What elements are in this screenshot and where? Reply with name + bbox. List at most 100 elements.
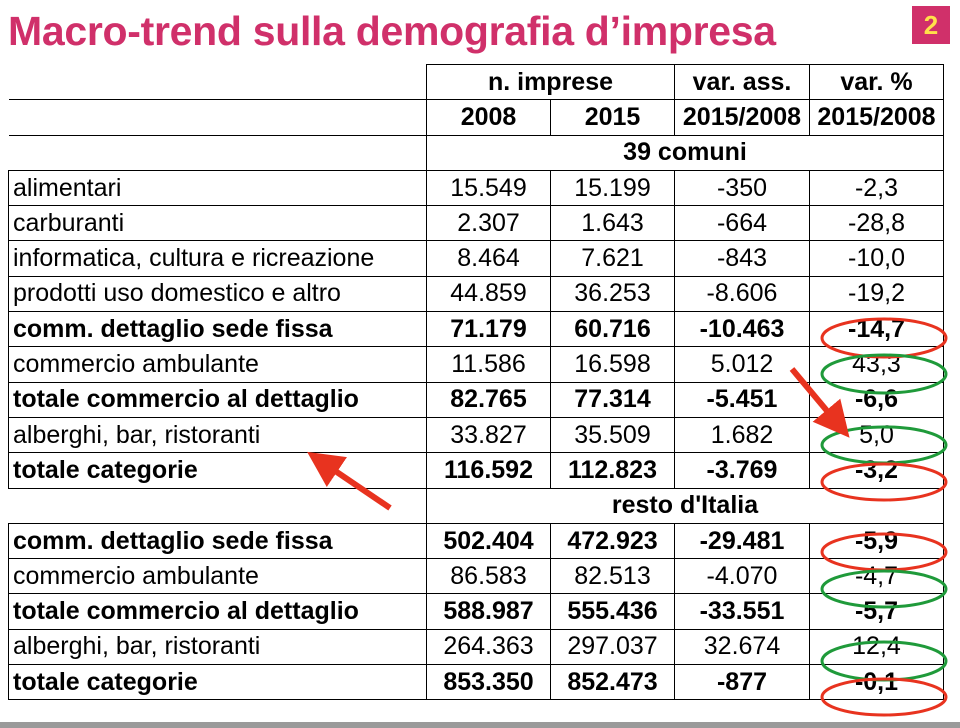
row-label: totale commercio al dettaglio [8, 593, 427, 630]
table-row: commercio ambulante 11.586 16.598 5.012 43,3 [8, 346, 944, 383]
header-var-pct: var. % [809, 63, 944, 101]
cell-var-ass: -4.070 [674, 558, 810, 595]
cell-var-ass: -33.551 [674, 593, 810, 630]
cell-var-ass: -3.769 [674, 452, 810, 489]
cell-2015: 16.598 [550, 346, 675, 383]
cell-2008: 116.592 [426, 452, 551, 489]
header-row-2: 2008 2015 2015/2008 2015/2008 [8, 99, 944, 136]
section-blank-cell [8, 487, 427, 524]
enterprise-demography-table: n. imprese var. ass. var. % 2008 2015 20… [8, 63, 944, 701]
cell-var-ass: -10.463 [674, 311, 810, 348]
cell-var-pct: -2,3 [809, 169, 944, 207]
cell-2008: 264.363 [426, 628, 551, 666]
row-label: carburanti [8, 205, 427, 242]
cell-2015: 15.199 [550, 169, 675, 207]
row-label: totale categorie [8, 664, 427, 701]
section-blank-cell [8, 134, 427, 171]
cell-2015: 472.923 [550, 522, 675, 560]
row-label: comm. dettaglio sede fissa [8, 311, 427, 348]
cell-2015: 852.473 [550, 664, 675, 701]
table-row: commercio ambulante 86.583 82.513 -4.070 -4,… [8, 558, 944, 595]
cell-var-pct: 12,4 [809, 628, 944, 666]
cell-2008: 44.859 [426, 275, 551, 313]
table-row: carburanti 2.307 1.643 -664 -28,8 [8, 205, 944, 242]
table-row: prodotti uso domestico e altro 44.859 36.2… [8, 275, 944, 313]
cell-2015: 82.513 [550, 558, 675, 595]
table-row: totale commercio al dettaglio 82.765 77.31… [8, 381, 944, 418]
table-row: comm. dettaglio sede fissa 502.404 472.923… [8, 522, 944, 560]
section-header-row: resto d'Italia [8, 487, 944, 524]
cell-2008: 502.404 [426, 522, 551, 560]
cell-2015: 7.621 [550, 240, 675, 277]
header-var-pct-period: 2015/2008 [809, 99, 944, 136]
cell-var-pct: 5,0 [809, 416, 944, 454]
cell-var-ass: -8.606 [674, 275, 810, 313]
cell-2015: 112.823 [550, 452, 675, 489]
cell-2008: 2.307 [426, 205, 551, 242]
cell-var-pct: -14,7 [809, 311, 944, 348]
cell-2015: 1.643 [550, 205, 675, 242]
cell-2008: 33.827 [426, 416, 551, 454]
section-title: resto d'Italia [426, 487, 944, 524]
cell-2015: 297.037 [550, 628, 675, 666]
header-2015: 2015 [550, 99, 675, 136]
slide-title: Macro-trend sulla demografia d’impresa [8, 8, 776, 54]
row-label: alberghi, bar, ristoranti [8, 416, 427, 454]
cell-var-pct: -3,2 [809, 452, 944, 489]
cell-var-ass: 32.674 [674, 628, 810, 666]
cell-var-pct: -19,2 [809, 275, 944, 313]
table-row: alberghi, bar, ristoranti 33.827 35.509 1.6… [8, 416, 944, 454]
header-blank-cell [8, 64, 427, 101]
cell-var-pct: -28,8 [809, 205, 944, 242]
cell-2008: 15.549 [426, 169, 551, 207]
cell-var-ass: 1.682 [674, 416, 810, 454]
row-label: totale commercio al dettaglio [8, 381, 427, 418]
cell-2015: 555.436 [550, 593, 675, 630]
cell-var-ass: -877 [674, 664, 810, 701]
cell-var-ass: -843 [674, 240, 810, 277]
header-n-imprese: n. imprese [426, 63, 675, 101]
table-row: totale categorie 116.592 112.823 -3.769 -3,2 [8, 452, 944, 489]
cell-var-pct: -4,7 [809, 558, 944, 595]
cell-var-ass: -664 [674, 205, 810, 242]
row-label: comm. dettaglio sede fissa [8, 522, 427, 560]
cell-var-pct: -10,0 [809, 240, 944, 277]
row-label: alberghi, bar, ristoranti [8, 628, 427, 666]
header-blank-cell [8, 99, 427, 136]
cell-2008: 8.464 [426, 240, 551, 277]
row-label: prodotti uso domestico e altro [8, 275, 427, 313]
row-label: commercio ambulante [8, 558, 427, 595]
section-title: 39 comuni [426, 134, 944, 171]
table-row: totale categorie 853.350 852.473 -877 -0,1 [8, 664, 944, 701]
cell-var-pct: -5,9 [809, 522, 944, 560]
section-header-row: 39 comuni [8, 134, 944, 171]
header-row-1: n. imprese var. ass. var. % [8, 63, 944, 101]
row-label: informatica, cultura e ricreazione [8, 240, 427, 277]
cell-2008: 588.987 [426, 593, 551, 630]
cell-var-ass: -5.451 [674, 381, 810, 418]
cell-2008: 11.586 [426, 346, 551, 383]
cell-2008: 71.179 [426, 311, 551, 348]
table-row: comm. dettaglio sede fissa 71.179 60.716 -1… [8, 311, 944, 348]
cell-2015: 36.253 [550, 275, 675, 313]
cell-var-ass: -350 [674, 169, 810, 207]
table-row: informatica, cultura e ricreazione 8.464 7… [8, 240, 944, 277]
table-row: alimentari 15.549 15.199 -350 -2,3 [8, 169, 944, 207]
row-label: totale categorie [8, 452, 427, 489]
page-number-badge: 2 [912, 6, 950, 44]
cell-2008: 82.765 [426, 381, 551, 418]
header-var-ass-period: 2015/2008 [674, 99, 810, 136]
cell-var-ass: -29.481 [674, 522, 810, 560]
cell-var-pct: -0,1 [809, 664, 944, 701]
cell-2008: 853.350 [426, 664, 551, 701]
row-label: alimentari [8, 169, 427, 207]
header-2008: 2008 [426, 99, 551, 136]
cell-2008: 86.583 [426, 558, 551, 595]
cell-var-ass: 5.012 [674, 346, 810, 383]
table-row: totale commercio al dettaglio 588.987 555.… [8, 593, 944, 630]
bottom-rule [0, 722, 960, 728]
cell-2015: 60.716 [550, 311, 675, 348]
cell-var-pct: -5,7 [809, 593, 944, 630]
row-label: commercio ambulante [8, 346, 427, 383]
table-row: alberghi, bar, ristoranti 264.363 297.037 3… [8, 628, 944, 666]
